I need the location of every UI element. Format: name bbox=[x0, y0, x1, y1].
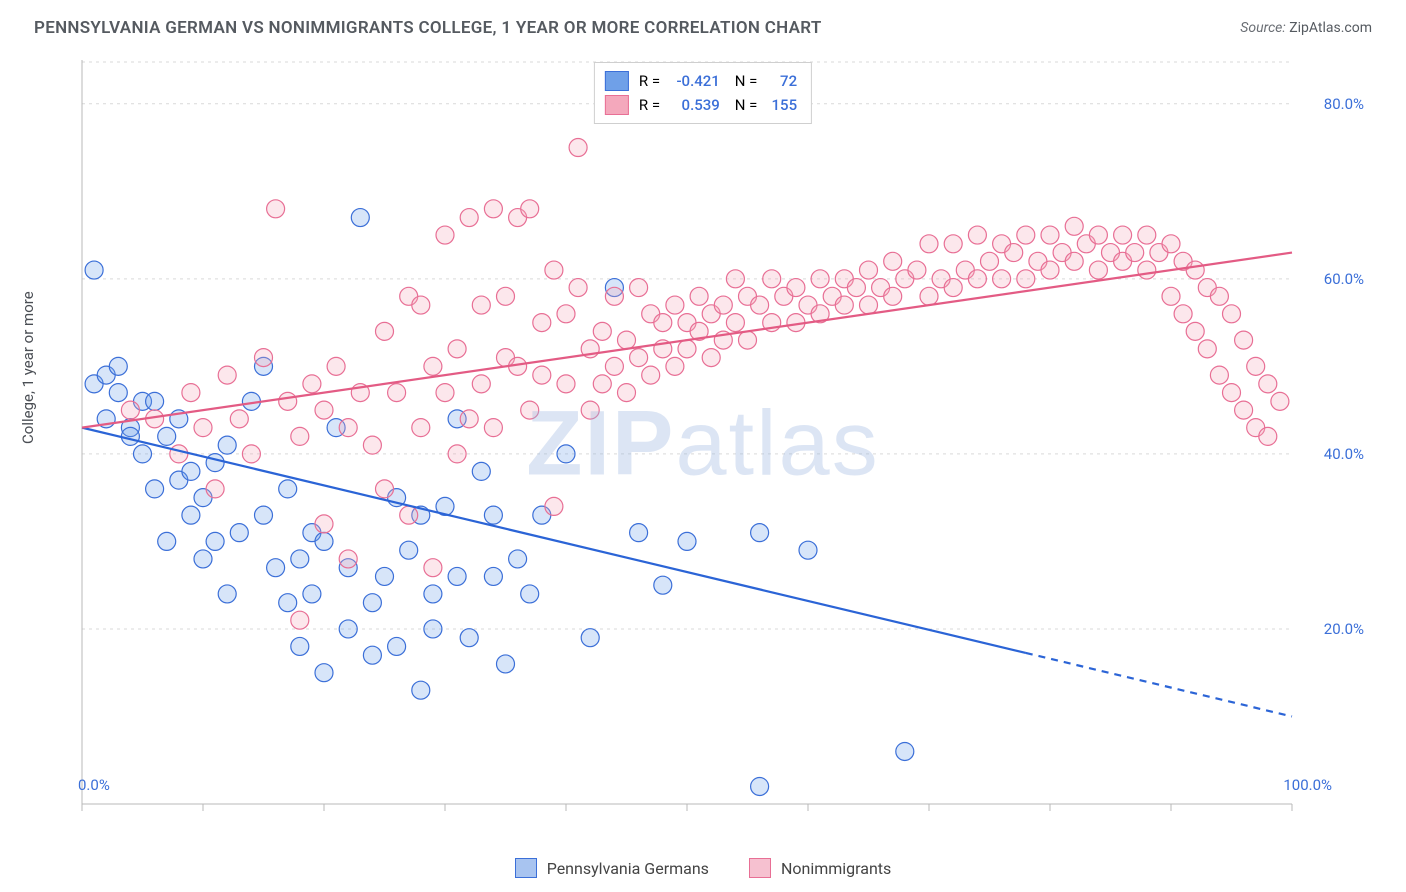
svg-text:40.0%: 40.0% bbox=[1324, 445, 1364, 463]
legend-item-1: Pennsylvania Germans bbox=[515, 858, 709, 878]
stats-swatch-1 bbox=[605, 71, 629, 91]
stats-row-2: R = 0.539 N = 155 bbox=[605, 93, 797, 117]
svg-text:60.0%: 60.0% bbox=[1324, 270, 1364, 288]
legend-label-2: Nonimmigrants bbox=[781, 859, 891, 878]
x-tick-label-max: 100.0% bbox=[1283, 776, 1332, 794]
svg-text:20.0%: 20.0% bbox=[1324, 620, 1364, 638]
chart-source: Source: ZipAtlas.com bbox=[1240, 20, 1372, 36]
chart-area: College, 1 year or more 20.0%40.0%60.0%8… bbox=[34, 56, 1372, 832]
legend-label-1: Pennsylvania Germans bbox=[547, 859, 709, 878]
legend-swatch-1 bbox=[515, 858, 537, 878]
scatter-plot: 20.0% 40.0% 60.0% 80.0% bbox=[74, 56, 1372, 832]
chart-title: PENNSYLVANIA GERMAN VS NONIMMIGRANTS COL… bbox=[34, 18, 822, 38]
source-label: Source: bbox=[1240, 20, 1285, 36]
stats-text-2: R = 0.539 N = 155 bbox=[639, 93, 797, 117]
legend-item-2: Nonimmigrants bbox=[749, 858, 891, 878]
source-value: ZipAtlas.com bbox=[1289, 20, 1372, 36]
series-legend: Pennsylvania Germans Nonimmigrants bbox=[0, 858, 1406, 878]
chart-header: PENNSYLVANIA GERMAN VS NONIMMIGRANTS COL… bbox=[0, 0, 1406, 48]
legend-swatch-2 bbox=[749, 858, 771, 878]
stats-legend: R = -0.421 N = 72 R = 0.539 N = 155 bbox=[594, 62, 812, 124]
stats-swatch-2 bbox=[605, 95, 629, 115]
svg-text:80.0%: 80.0% bbox=[1324, 95, 1364, 113]
stats-text-1: R = -0.421 N = 72 bbox=[639, 69, 797, 93]
stats-row-1: R = -0.421 N = 72 bbox=[605, 69, 797, 93]
x-tick-label-min: 0.0% bbox=[78, 776, 110, 794]
y-axis-label: College, 1 year or more bbox=[19, 291, 37, 444]
